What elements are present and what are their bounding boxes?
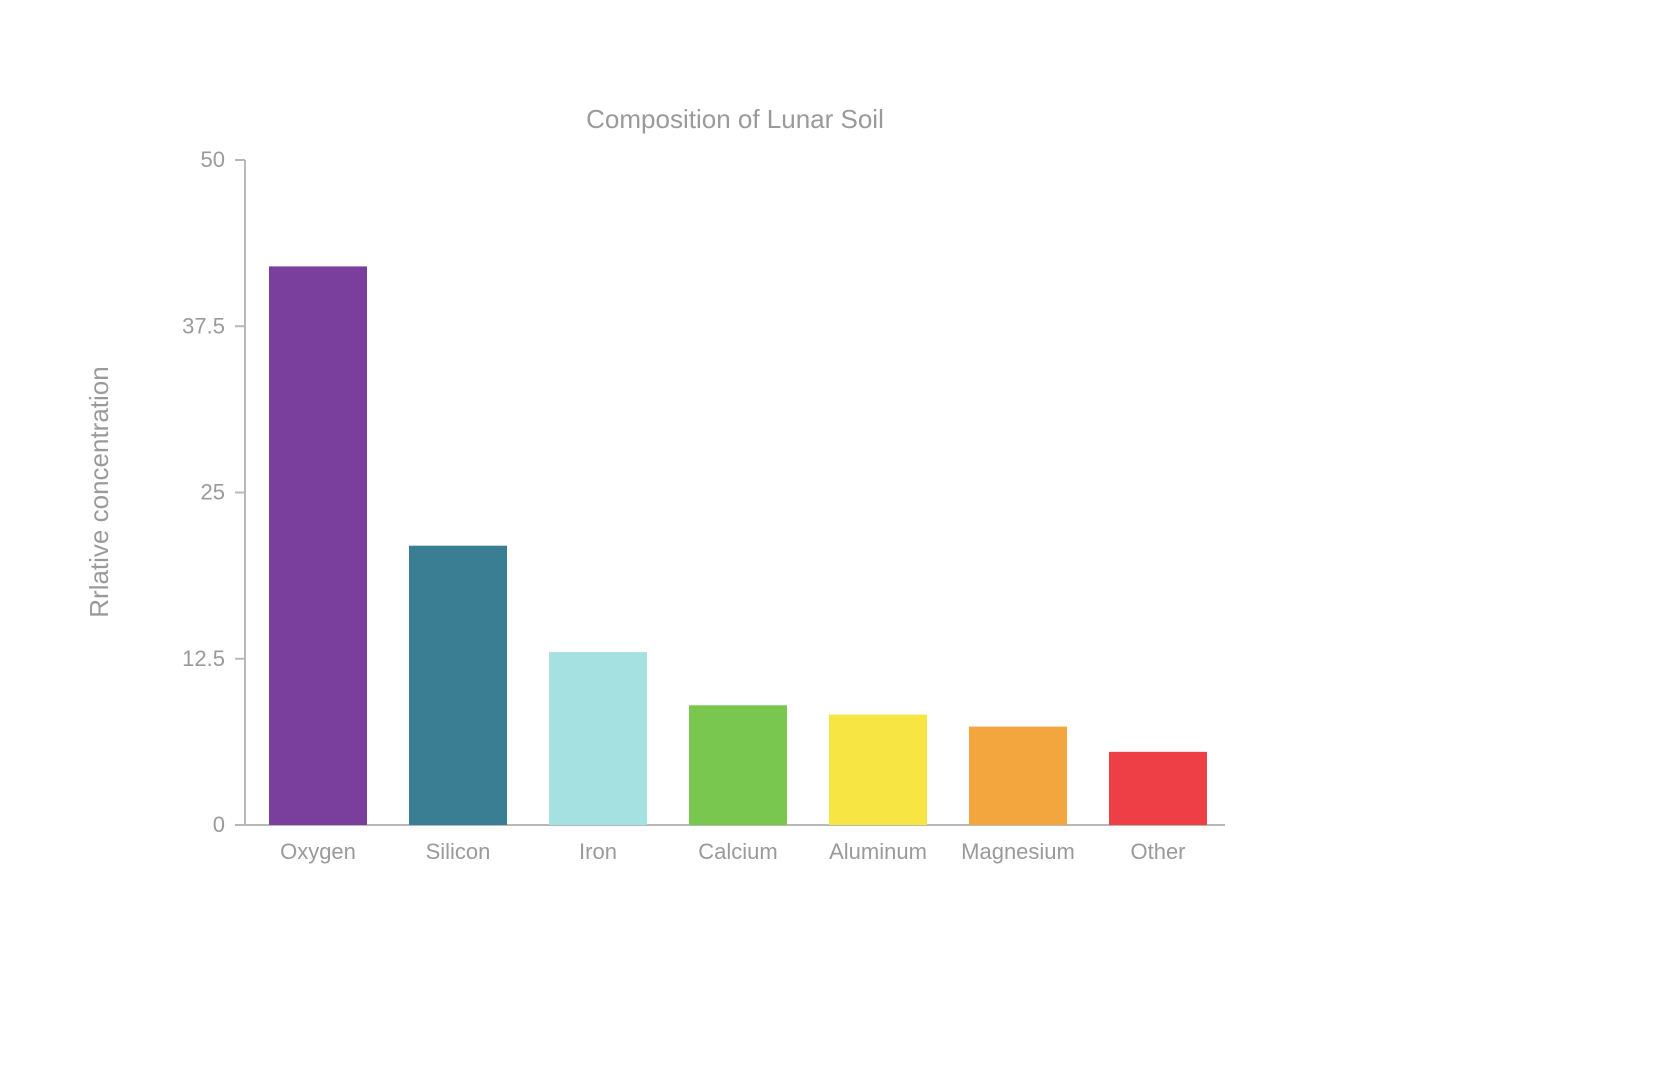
x-category-label: Silicon [426,839,491,864]
x-category-label: Calcium [698,839,777,864]
bar [969,727,1067,825]
y-axis-label: Rrlative concentration [84,366,114,617]
x-category-label: Magnesium [961,839,1075,864]
x-category-label: Other [1130,839,1185,864]
bar-chart: Composition of Lunar Soil Rrlative concen… [0,0,1668,1082]
chart-title: Composition of Lunar Soil [586,104,884,134]
x-category-label: Oxygen [280,839,356,864]
bar [409,546,507,825]
y-tick-label: 37.5 [182,313,225,338]
y-tick-label: 12.5 [182,646,225,671]
bar [1109,752,1207,825]
bar [829,715,927,825]
bar [549,652,647,825]
y-tick-label: 0 [213,812,225,837]
x-category-label: Aluminum [829,839,927,864]
chart-container: Composition of Lunar Soil Rrlative concen… [0,0,1668,1082]
bar [269,266,367,825]
x-category-label: Iron [579,839,617,864]
bar [689,705,787,825]
y-tick-label: 50 [201,147,225,172]
y-tick-label: 25 [201,480,225,505]
